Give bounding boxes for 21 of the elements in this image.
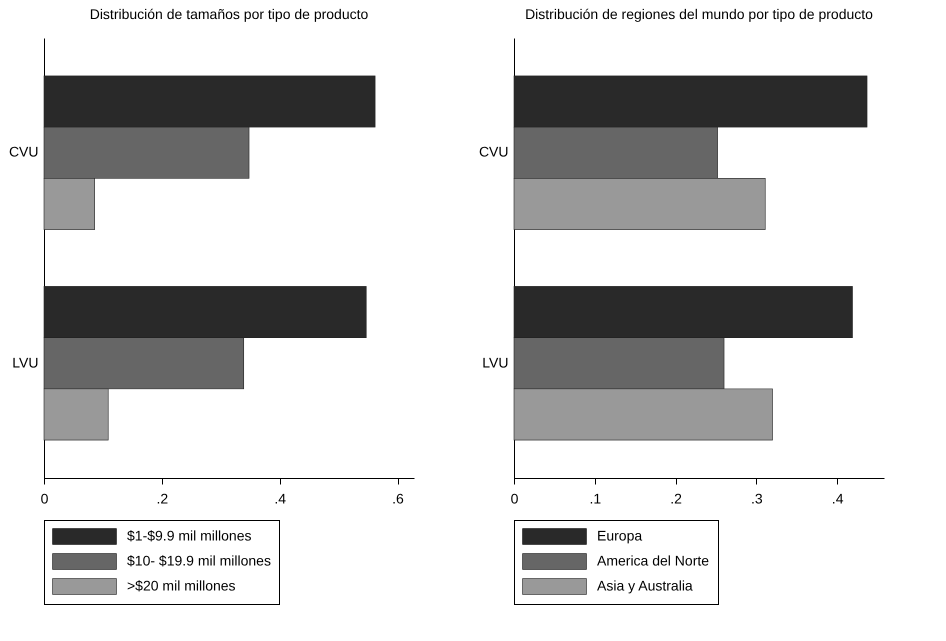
chart-title: Distribución de tamaños por tipo de producto <box>90 6 369 22</box>
legend-label: Europa <box>597 528 642 544</box>
x-tick-label: 0 <box>40 490 49 506</box>
y-tick-label: CVU <box>478 144 508 160</box>
y-tick-label: CVU <box>8 144 38 160</box>
x-tick-label: .3 <box>751 490 763 506</box>
x-tick-label: 0 <box>510 490 519 506</box>
y-tick-label: LVU <box>482 354 508 370</box>
y-tick-label: LVU <box>12 354 38 370</box>
x-tick-label: .2 <box>670 490 682 506</box>
chart-title: Distribución de regiones del mundo por tipo de producto <box>525 6 874 22</box>
x-tick-label: .6 <box>392 490 404 506</box>
x-tick-label: .4 <box>274 490 286 506</box>
x-tick-label: .2 <box>156 490 168 506</box>
legend-label: $10- $19.9 mil millones <box>127 552 271 568</box>
x-tick-label: .4 <box>832 490 844 506</box>
legend-label: >$20 mil millones <box>127 578 236 594</box>
legend-label: $1-$9.9 mil millones <box>127 528 252 544</box>
legend-label: America del Norte <box>597 552 710 568</box>
legend-label: Asia y Australia <box>597 578 693 594</box>
x-tick-label: .1 <box>589 490 602 506</box>
